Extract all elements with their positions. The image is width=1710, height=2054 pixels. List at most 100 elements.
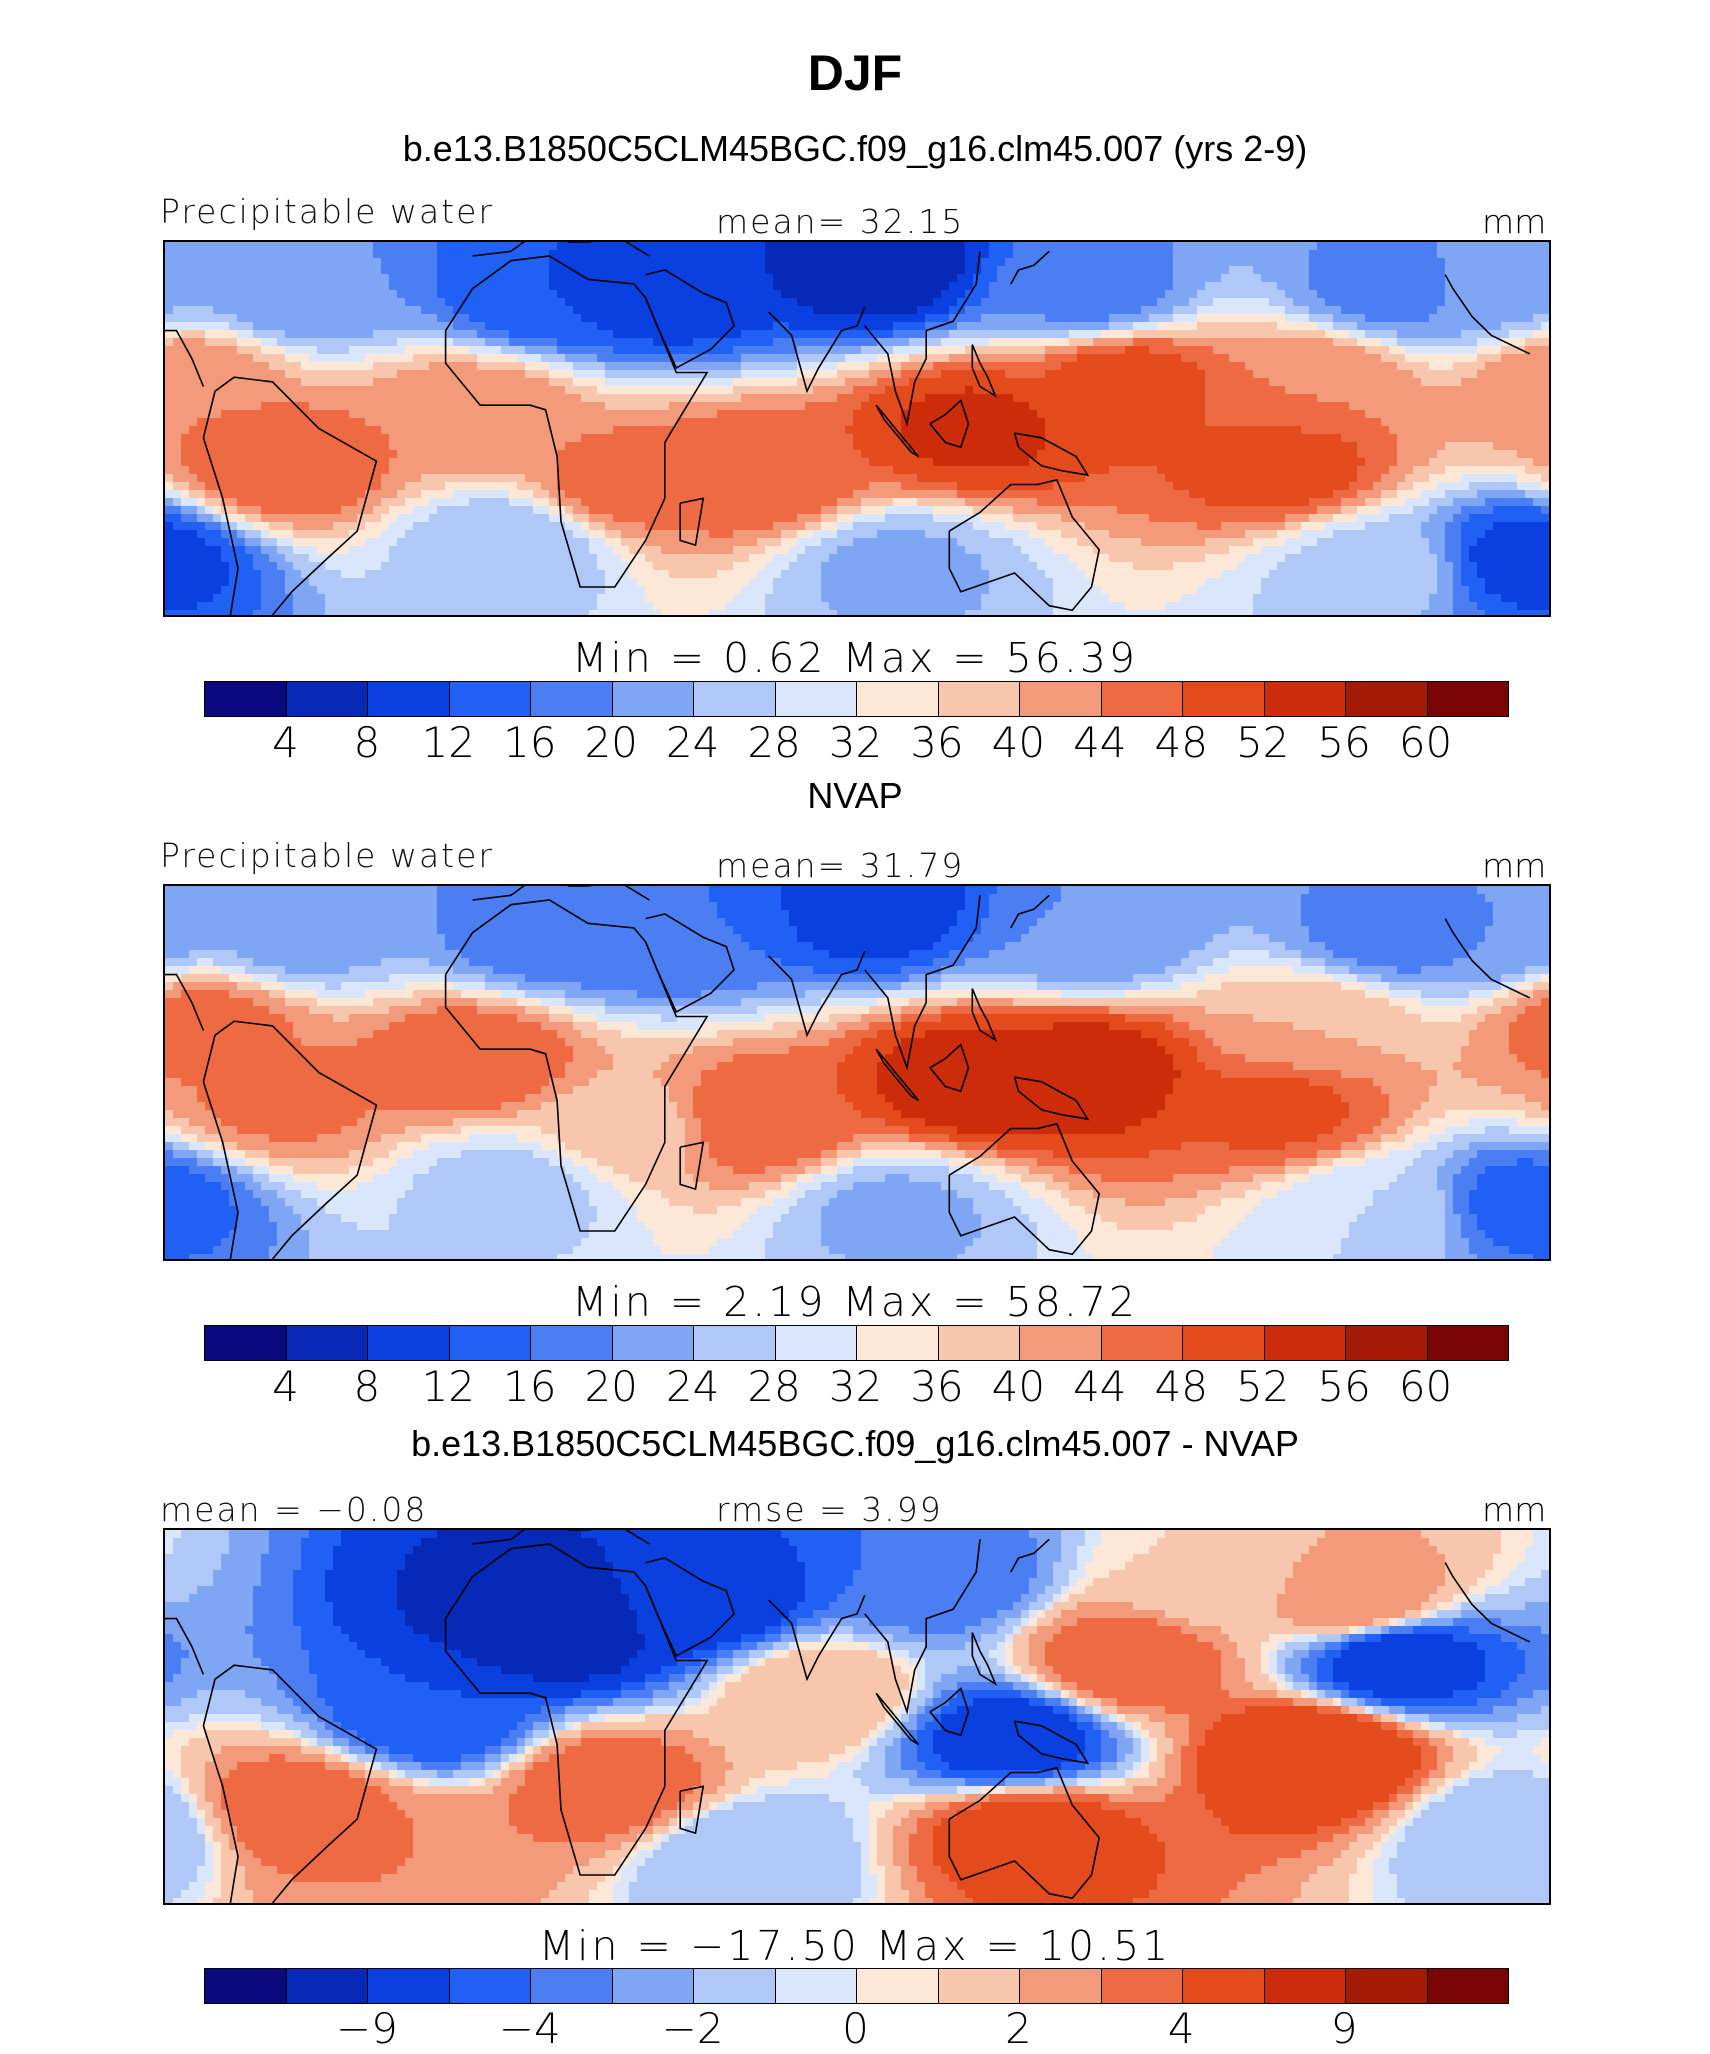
field-cell — [469, 434, 478, 443]
field-cell — [1437, 322, 1446, 331]
field-cell — [1045, 426, 1054, 435]
field-cell — [1309, 410, 1318, 419]
field-cell — [237, 346, 246, 355]
field-cell — [901, 466, 910, 475]
field-cell — [477, 346, 486, 355]
field-cell — [1149, 458, 1158, 467]
field-cell — [1437, 314, 1446, 323]
field-cell — [181, 290, 190, 299]
field-cell — [701, 442, 710, 451]
field-cell — [181, 322, 190, 331]
field-cell — [237, 330, 246, 339]
field-cell — [1133, 338, 1142, 347]
field-cell — [989, 370, 998, 379]
field-cell — [573, 282, 582, 291]
field-cell — [1197, 386, 1206, 395]
field-cell — [1293, 298, 1302, 307]
field-cell — [581, 378, 590, 387]
field-cell — [1261, 394, 1270, 403]
field-cell — [213, 290, 222, 299]
field-cell — [1485, 306, 1494, 315]
field-cell — [1141, 242, 1150, 251]
field-cell — [325, 274, 334, 283]
field-cell — [661, 418, 670, 427]
field-cell — [765, 298, 774, 307]
field-cell — [637, 434, 646, 443]
field-cell — [797, 242, 806, 251]
field-cell — [1309, 322, 1318, 331]
field-cell — [717, 362, 726, 371]
field-cell — [509, 314, 518, 323]
field-cell — [485, 290, 494, 299]
field-cell — [509, 458, 518, 467]
field-cell — [941, 370, 950, 379]
field-cell — [1437, 394, 1446, 403]
field-cell — [629, 466, 638, 475]
field-cell — [901, 458, 910, 467]
field-cell — [1405, 242, 1414, 251]
field-cell — [357, 450, 366, 459]
field-cell — [861, 370, 870, 379]
field-cell — [1389, 418, 1398, 427]
field-cell — [1541, 274, 1549, 283]
field-cell — [197, 450, 206, 459]
field-cell — [165, 426, 174, 435]
field-cell — [997, 394, 1006, 403]
field-cell — [1165, 250, 1174, 259]
field-cell — [197, 442, 206, 451]
field-cell — [901, 378, 910, 387]
field-cell — [197, 426, 206, 435]
field-cell — [1285, 322, 1294, 331]
field-cell — [821, 298, 830, 307]
field-cell — [837, 338, 846, 347]
field-cell — [1229, 338, 1238, 347]
field-cell — [797, 298, 806, 307]
field-cell — [1005, 386, 1014, 395]
field-cell — [1037, 370, 1046, 379]
field-cell — [261, 330, 270, 339]
field-cell — [565, 242, 574, 251]
field-cell — [557, 378, 566, 387]
field-cell — [725, 394, 734, 403]
field-cell — [405, 242, 414, 251]
field-cell — [1517, 242, 1526, 251]
field-cell — [437, 242, 446, 251]
field-cell — [493, 378, 502, 387]
field-cell — [1493, 434, 1502, 443]
field-cell — [613, 362, 622, 371]
field-cell — [581, 242, 590, 251]
field-cell — [221, 410, 230, 419]
field-cell — [1165, 306, 1174, 315]
field-cell — [1213, 338, 1222, 347]
field-cell — [253, 330, 262, 339]
field-cell — [221, 338, 230, 347]
field-cell — [293, 282, 302, 291]
field-cell — [1357, 434, 1366, 443]
field-cell — [1157, 442, 1166, 451]
field-cell — [557, 442, 566, 451]
field-cell — [725, 410, 734, 419]
field-cell — [1085, 338, 1094, 347]
field-cell — [1213, 410, 1222, 419]
field-cell — [1477, 386, 1486, 395]
field-cell — [181, 338, 190, 347]
field-cell — [1069, 402, 1078, 411]
field-cell — [1485, 250, 1494, 259]
field-cell — [645, 306, 654, 315]
field-cell — [501, 274, 510, 283]
field-cell — [1453, 426, 1462, 435]
field-cell — [749, 242, 758, 251]
field-cell — [821, 242, 830, 251]
field-cell — [573, 306, 582, 315]
field-cell — [269, 426, 278, 435]
field-cell — [701, 274, 710, 283]
field-cell — [901, 394, 910, 403]
field-cell — [1173, 370, 1182, 379]
field-cell — [989, 258, 998, 267]
field-cell — [781, 402, 790, 411]
field-cell — [717, 282, 726, 291]
field-cell — [309, 458, 318, 467]
field-cell — [469, 290, 478, 299]
field-cell — [253, 322, 262, 331]
field-cell — [269, 466, 278, 475]
